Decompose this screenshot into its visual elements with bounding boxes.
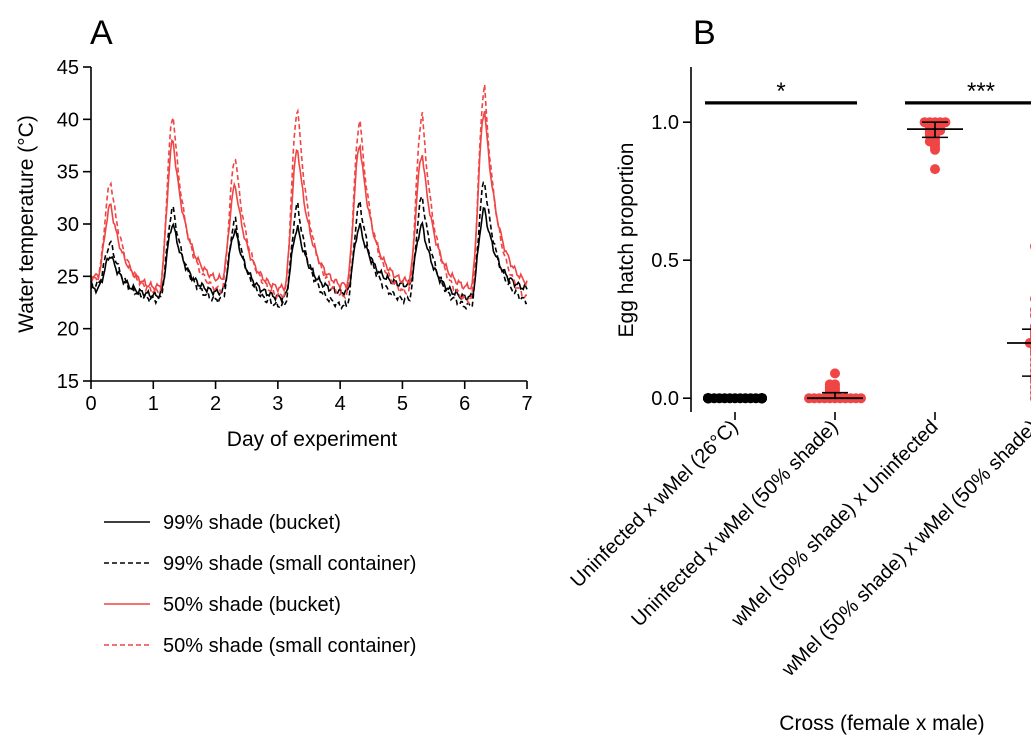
series-line — [90, 110, 528, 294]
y-tick-label: 0.5 — [651, 250, 679, 272]
points-group — [703, 117, 1031, 404]
y-axis-label: Water temperature (°C) — [15, 115, 38, 333]
series-line — [90, 181, 528, 311]
x-tick-label: 5 — [397, 393, 408, 415]
legend-label: 99% shade (bucket) — [163, 512, 341, 534]
legend-item: 99% shade (bucket) — [104, 512, 341, 534]
series-line — [90, 84, 528, 306]
x-tick-label: 0 — [85, 393, 96, 415]
x-tick-label: 2 — [210, 393, 221, 415]
y-tick-group: 15 20 25 30 35 40 45 — [57, 57, 91, 393]
significance-label: * — [776, 78, 785, 105]
egg-hatch-chart: 0.0 0.5 1.0 Uninfected x wMel (26°C)Uninfe… — [566, 67, 1031, 735]
legend-label: 50% shade (bucket) — [163, 594, 341, 616]
x-tick-label: 6 — [459, 393, 470, 415]
data-point — [930, 144, 940, 155]
y-axis-label: Egg hatch proportion — [615, 143, 638, 338]
data-point — [830, 368, 840, 379]
x-axis-label: Cross (female x male) — [779, 712, 984, 735]
legend-item: 50% shade (bucket) — [104, 594, 341, 616]
y-tick-label: 40 — [57, 109, 79, 131]
panel-b-label: B — [693, 14, 716, 52]
median-iqr-group — [707, 121, 1031, 400]
y-tick-label: 45 — [57, 57, 79, 79]
x-tick-label: 1 — [148, 393, 159, 415]
x-tick-label: 7 — [521, 393, 532, 415]
x-tick-group: Uninfected x wMel (26°C)Uninfected x wMe… — [566, 412, 1031, 681]
significance-label: *** — [967, 78, 995, 105]
panel-a-label: A — [90, 14, 113, 52]
y-tick-label: 1.0 — [651, 112, 679, 134]
legend-label: 50% shade (small container) — [163, 635, 416, 657]
significance-group: * *** — [705, 78, 1031, 105]
y-tick-label: 35 — [57, 162, 79, 184]
x-tick-label: Uninfected x wMel (26°C) — [566, 416, 742, 592]
x-tick-label: Uninfected x wMel (50% shade) — [627, 416, 842, 631]
x-tick-label: wMel (50% shade) x Uninfected — [727, 416, 943, 632]
y-tick-label: 25 — [57, 266, 79, 288]
x-axis-label: Day of experiment — [227, 428, 398, 451]
y-tick-group: 0.0 0.5 1.0 — [651, 112, 691, 410]
y-tick-label: 0.0 — [651, 388, 679, 410]
x-tick-label: 4 — [335, 393, 346, 415]
y-tick-label: 15 — [57, 371, 79, 393]
temperature-series-group — [90, 84, 528, 311]
y-tick-label: 30 — [57, 214, 79, 236]
x-tick-label: 3 — [272, 393, 283, 415]
legend-item: 50% shade (small container) — [104, 635, 416, 657]
legend: 99% shade (bucket) 99% shade (small cont… — [104, 512, 416, 657]
legend-label: 99% shade (small container) — [163, 553, 416, 575]
y-tick-label: 20 — [57, 319, 79, 341]
data-point — [930, 164, 940, 175]
legend-item: 99% shade (small container) — [104, 553, 416, 575]
x-tick-group: 0 1 2 3 4 5 6 7 — [85, 381, 533, 415]
